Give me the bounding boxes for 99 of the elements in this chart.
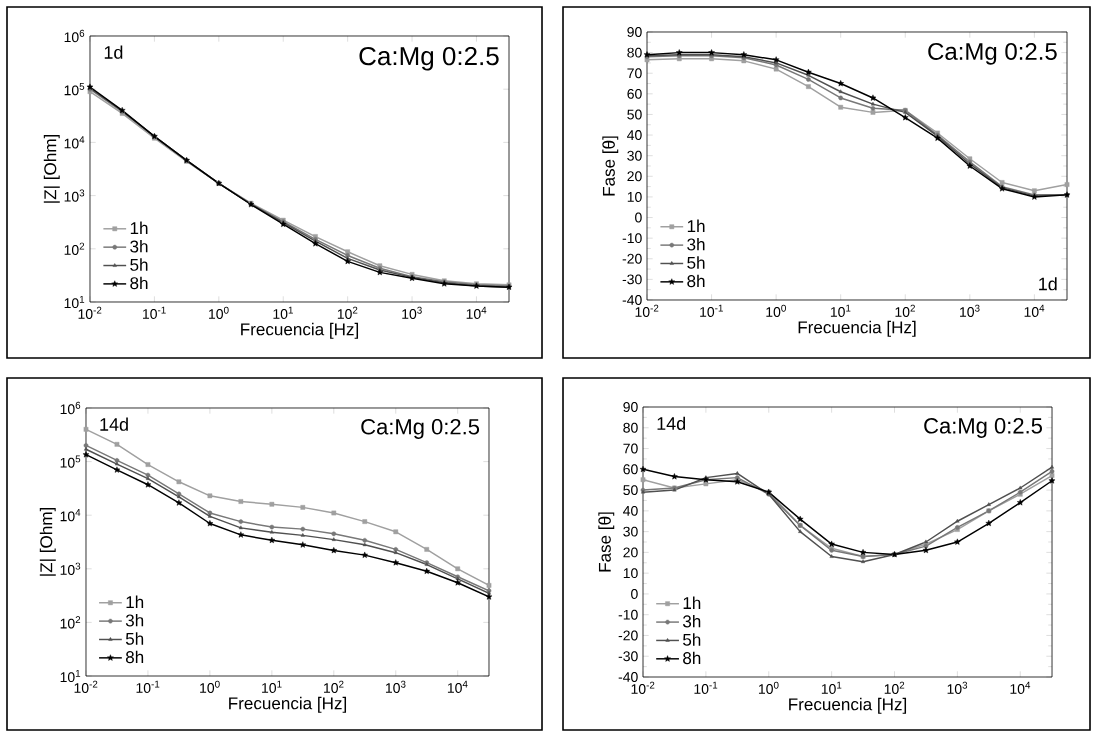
annotation: 1d	[1039, 277, 1057, 291]
y-tick-label: -10	[622, 233, 642, 244]
legend-label: 1h	[687, 219, 705, 232]
y-tick-label: -20	[622, 253, 642, 264]
y-tick-label: -30	[622, 274, 642, 285]
y-tick-label: 40	[623, 505, 638, 516]
x-tick-label: 10$^{0}$	[766, 304, 786, 317]
x-tick-label: 10$^{-2}$	[631, 681, 655, 694]
x-tick-label: 10$^{4}$	[1024, 304, 1045, 317]
legend-label: 8h	[683, 651, 701, 665]
x-tick-label: 10$^{-2}$	[78, 306, 102, 319]
x-tick-label: 10$^{3}$	[385, 680, 406, 693]
y-tick-label: -30	[618, 651, 638, 662]
legend-label: 8h	[130, 276, 148, 290]
x-tick-label: 10$^{4}$	[466, 306, 487, 319]
x-tick-label: 10$^{1}$	[830, 304, 851, 317]
y-tick-label: -40	[618, 672, 638, 682]
y-tick-label: 10$^{6}$	[60, 401, 81, 415]
annotation: Ca:Mg 0:2.5	[359, 46, 499, 71]
legend-label: 5h	[687, 256, 705, 269]
annotation: Ca:Mg 0:2.5	[361, 418, 480, 439]
y-tick-label: 70	[627, 68, 642, 79]
y-tick-label: 10$^{4}$	[60, 509, 81, 522]
y-tick-label: 90	[623, 402, 638, 412]
y-tick-label: 40	[627, 130, 642, 141]
x-tick-label: 10$^{-2}$	[74, 680, 98, 693]
x-tick-label: 10$^{4}$	[447, 680, 468, 693]
y-tick-label: 10$^{2}$	[60, 616, 81, 629]
y-tick-label: 50	[623, 485, 638, 496]
legend-label: 5h	[125, 632, 144, 645]
x-axis-title: Frecuencia [Hz]	[229, 696, 347, 713]
y-tick-label: 0	[631, 588, 638, 599]
legend-label: 1h	[126, 595, 144, 608]
x-tick-label: 10$^{-1}$	[700, 304, 723, 317]
y-axis-title: |Z| [Ohm]	[39, 507, 56, 576]
x-tick-label: 10$^{0}$	[758, 681, 779, 694]
y-tick-label: -40	[622, 295, 642, 305]
y-tick-label: 30	[627, 150, 642, 161]
y-tick-label: 0	[635, 212, 642, 223]
y-tick-label: 10$^{2}$	[64, 242, 85, 255]
legend-label: 3h	[687, 237, 705, 251]
y-tick-label: 10$^{6}$	[64, 29, 85, 43]
y-tick-label: -20	[618, 630, 638, 641]
x-tick-label: 10$^{2}$	[324, 680, 344, 693]
legend-label: 3h	[125, 613, 144, 627]
legend-label: 5h	[130, 258, 148, 271]
y-tick-label: 20	[627, 171, 642, 182]
legend-label: 8h	[687, 274, 705, 288]
annotation: 1d	[104, 45, 123, 59]
x-tick-label: 10$^{1}$	[273, 306, 293, 319]
y-axis-title: Fase [θ]	[598, 512, 615, 572]
y-tick-label: 10$^{1}$	[60, 669, 81, 683]
legend-label: 1h	[683, 596, 701, 609]
x-tick-label: 10$^{3}$	[947, 681, 968, 694]
y-tick-label: 60	[627, 88, 642, 99]
x-tick-label: 10$^{-2}$	[635, 304, 659, 317]
y-tick-label: 10$^{3}$	[64, 189, 85, 202]
x-tick-label: 10$^{2}$	[895, 304, 915, 317]
x-tick-label: 10$^{0}$	[209, 306, 229, 319]
x-tick-label: 10$^{3}$	[960, 304, 980, 317]
x-tick-label: 10$^{1}$	[821, 681, 842, 694]
y-tick-label: 10	[627, 191, 642, 202]
y-tick-label: 10$^{4}$	[64, 136, 85, 149]
y-tick-label: -10	[618, 609, 638, 620]
annotation: 14d	[100, 417, 128, 431]
legend-label: 3h	[683, 614, 701, 628]
x-tick-label: 10$^{1}$	[262, 680, 282, 693]
legend-label: 5h	[683, 633, 701, 646]
legend-label: 8h	[125, 650, 144, 664]
x-tick-label: 10$^{0}$	[200, 680, 220, 693]
x-tick-label: 10$^{3}$	[402, 306, 422, 319]
x-tick-label: 10$^{4}$	[1010, 681, 1031, 694]
y-tick-label: 80	[627, 47, 642, 58]
y-tick-label: 20	[623, 547, 638, 558]
y-tick-label: 30	[623, 526, 638, 537]
legend-label: 1h	[130, 221, 148, 234]
x-tick-label: 10$^{-1}$	[143, 306, 166, 319]
legend-label: 3h	[130, 239, 148, 253]
y-tick-label: 10$^{5}$	[60, 455, 81, 468]
x-axis-title: Frecuencia [Hz]	[789, 697, 907, 714]
y-axis-title: Fase [θ]	[602, 136, 619, 196]
x-axis-title: Frecuencia [Hz]	[241, 322, 359, 339]
x-tick-label: 10$^{2}$	[337, 306, 358, 319]
y-tick-label: 50	[627, 109, 642, 120]
x-tick-label: 10$^{-1}$	[694, 681, 718, 694]
annotation: Ca:Mg 0:2.5	[924, 418, 1042, 438]
y-tick-label: 10$^{5}$	[64, 83, 85, 96]
annotation: 14d	[657, 416, 686, 430]
x-tick-label: 10$^{2}$	[884, 681, 905, 694]
x-axis-title: Frecuencia [Hz]	[798, 320, 916, 337]
y-tick-label: 90	[627, 27, 642, 37]
y-axis-title: |Z| [Ohm]	[43, 134, 60, 203]
annotation: Ca:Mg 0:2.5	[928, 42, 1057, 65]
y-tick-label: 10	[623, 568, 638, 579]
y-tick-label: 60	[623, 464, 638, 475]
y-tick-label: 10$^{3}$	[60, 562, 81, 575]
y-tick-label: 80	[623, 422, 638, 433]
x-tick-label: 10$^{-1}$	[136, 680, 160, 693]
y-tick-label: 70	[623, 443, 638, 454]
